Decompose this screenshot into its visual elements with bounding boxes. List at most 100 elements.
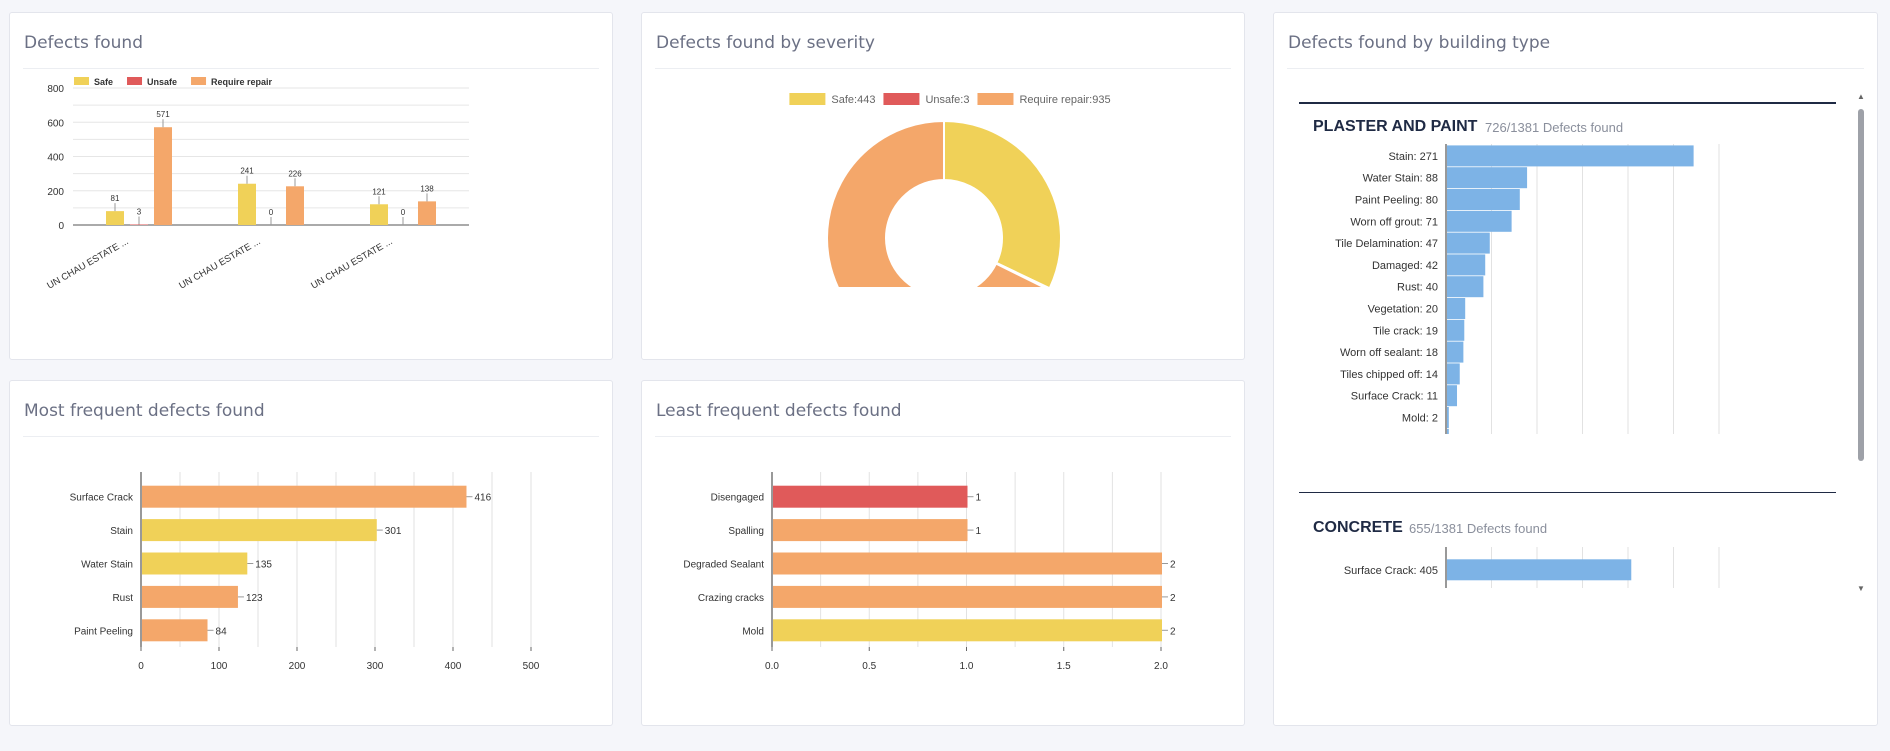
- card-title: Most frequent defects found: [24, 401, 265, 421]
- category-label: Degraded Sealant: [683, 560, 764, 571]
- x-tick-label: UN CHAU ESTATE ...: [309, 236, 394, 292]
- card-defects-found: Defects found Safe Unsafe Require repair 0 2…: [9, 12, 613, 360]
- y-tick-label: 800: [47, 84, 64, 95]
- legend-label: Unsafe:3: [925, 94, 969, 106]
- bar: [1447, 428, 1449, 434]
- bar: [773, 552, 1162, 575]
- category-label: Crazing cracks: [698, 593, 764, 604]
- building-type-scroll-area[interactable]: PLASTER AND PAINT 726/1381 Defects found…: [1299, 88, 1854, 588]
- bar: [1447, 298, 1466, 319]
- scroll-up-icon[interactable]: ▲: [1857, 92, 1865, 101]
- card-title: Defects found: [24, 33, 143, 53]
- bar: [1447, 385, 1458, 407]
- card-divider: [23, 68, 599, 69]
- x-tick-label: 1.5: [1057, 661, 1071, 672]
- legend-swatch: [789, 93, 826, 105]
- category-label: Damaged: 42: [1372, 260, 1438, 272]
- donut-slice: [943, 119, 1062, 287]
- bar: [1447, 167, 1528, 189]
- defects-found-chart: Safe Unsafe Require repair 0 200 400 600 800 81 3…: [45, 77, 469, 292]
- x-tick-label: 0.0: [765, 661, 779, 672]
- legend-label: Require repair:935: [1019, 94, 1110, 106]
- card-title: Defects found by severity: [656, 33, 875, 53]
- data-label: 0: [269, 208, 274, 217]
- bar: [1447, 145, 1694, 167]
- scrollbar-thumb[interactable]: [1858, 109, 1864, 461]
- category-label: Worn off sealant: 18: [1340, 347, 1438, 359]
- category-label: Rust: [112, 593, 133, 604]
- card-most-frequent: Most frequent defects found Surface Crac…: [9, 380, 613, 726]
- x-tick-label: 300: [367, 661, 384, 672]
- bar: [1447, 363, 1460, 385]
- bar: [1447, 276, 1484, 298]
- value-label: 2: [1170, 626, 1176, 637]
- card-divider: [655, 436, 1231, 437]
- least-frequent-chart: Disengaged 1 Spalling 1 Degraded Sealant 2 Cra…: [683, 472, 1176, 672]
- card-divider: [1287, 68, 1864, 69]
- legend-swatch: [191, 77, 207, 85]
- severity-donut-chart: Safe:443 Unsafe:3 Require repair:935: [789, 93, 1111, 287]
- bar: [1447, 210, 1512, 232]
- bar: [142, 619, 208, 642]
- value-label: 2: [1170, 560, 1176, 571]
- x-tick-label: 400: [445, 661, 462, 672]
- category-label: Spalling: [728, 526, 764, 537]
- bar: [418, 201, 436, 225]
- legend-swatch: [74, 77, 89, 85]
- x-tick-label: 0: [138, 661, 144, 672]
- data-label: 226: [288, 169, 302, 178]
- bar: [142, 519, 377, 542]
- y-tick-label: 0: [58, 221, 64, 232]
- bar: [1447, 189, 1520, 210]
- bar: [238, 183, 256, 225]
- category-label: Surface Crack: 11: [1351, 391, 1438, 403]
- y-tick-label: 200: [47, 187, 64, 198]
- category-label: Worn off grout: 71: [1350, 216, 1438, 228]
- x-tick-label: UN CHAU ESTATE ...: [177, 236, 262, 292]
- data-label: 81: [111, 194, 120, 203]
- data-label: 571: [156, 110, 170, 119]
- section-top-rule: [1299, 102, 1836, 104]
- bar: [286, 186, 304, 225]
- value-label: 416: [474, 493, 491, 504]
- value-label: 1: [976, 526, 982, 537]
- card-divider: [23, 436, 599, 437]
- category-label: Surface Crack: [70, 493, 134, 504]
- section-title-plaster: PLASTER AND PAINT: [1313, 118, 1478, 135]
- vertical-scrollbar[interactable]: ▲ ▼: [1857, 93, 1865, 593]
- section-subtitle-concrete: 655/1381 Defects found: [1409, 521, 1548, 536]
- x-tick-label: UN CHAU ESTATE ...: [45, 236, 130, 292]
- value-label: 84: [216, 626, 228, 637]
- category-label: Mold: [742, 626, 764, 637]
- donut-slice: [826, 119, 1046, 287]
- category-label: Vegetation: 20: [1368, 304, 1438, 316]
- data-label: 138: [420, 184, 434, 193]
- x-tick-label: 0.5: [862, 661, 876, 672]
- card-least-frequent: Least frequent defects found Disengaged 1…: [641, 380, 1245, 726]
- bar: [1447, 232, 1490, 254]
- y-tick-label: 400: [47, 153, 64, 164]
- x-tick-label: 1.0: [960, 661, 974, 672]
- category-label: Mold: 2: [1402, 413, 1438, 425]
- most-frequent-chart: Surface Crack 416 Stain 301 Water Stain 135 Ru…: [70, 472, 540, 672]
- bar: [130, 224, 148, 225]
- card-severity: Defects found by severity Safe:443 Unsafe…: [641, 12, 1245, 360]
- value-label: 1: [976, 493, 982, 504]
- card-title: Defects found by building type: [1288, 33, 1551, 53]
- x-tick-label: 500: [523, 661, 540, 672]
- bar: [1447, 407, 1449, 428]
- bar: [1447, 341, 1464, 363]
- category-label: Disengaged: [711, 493, 764, 504]
- card-title: Least frequent defects found: [656, 401, 902, 421]
- category-label: Stain: [110, 526, 133, 537]
- category-label: Tile crack: 19: [1373, 325, 1438, 337]
- scroll-down-icon[interactable]: ▼: [1857, 584, 1865, 593]
- plaster-and-paint-chart: Stain: 271 Water Stain: 88 Paint Peeling: …: [1335, 144, 1720, 434]
- bar: [154, 127, 172, 225]
- value-label: 123: [246, 593, 263, 604]
- category-label: Surface Crack: 405: [1344, 565, 1438, 577]
- x-tick-label: 200: [289, 661, 306, 672]
- donut: [826, 119, 1062, 287]
- legend-group: Safe:443 Unsafe:3 Require repair:935: [789, 93, 1111, 106]
